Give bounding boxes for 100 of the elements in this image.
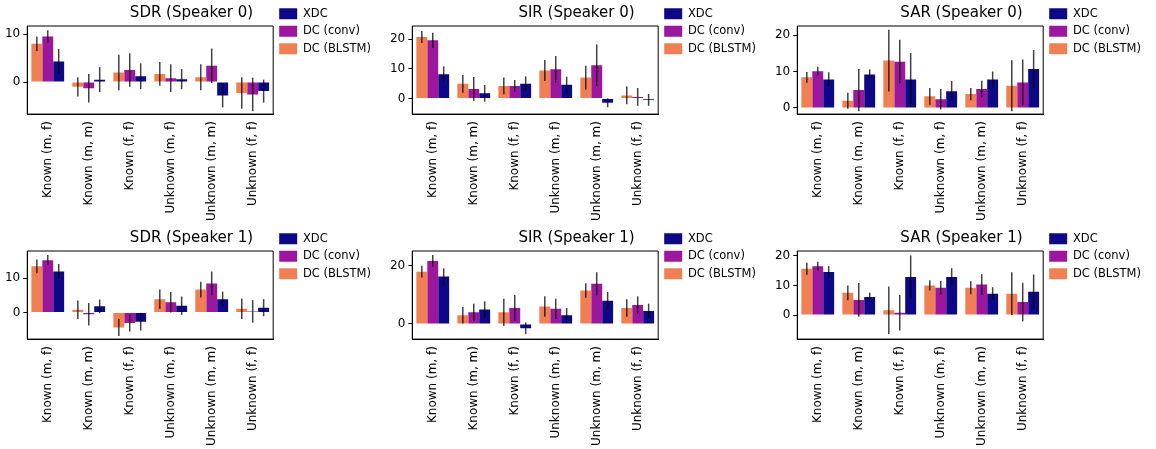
bar	[801, 268, 813, 315]
bar	[561, 84, 573, 98]
legend-label: DC (conv)	[687, 23, 745, 38]
bar	[509, 308, 521, 324]
x-tick-label: Unknown (m, f)	[547, 121, 562, 214]
y-tick-label: 10	[774, 277, 791, 292]
x-tick-label: Unknown (f, f)	[244, 121, 259, 207]
bar	[905, 277, 917, 315]
bar	[801, 77, 813, 108]
bar	[94, 306, 106, 312]
x-tick-label: Unknown (m, f)	[162, 346, 177, 439]
bar	[176, 79, 188, 82]
x-tick-label: Unknown (m, m)	[203, 346, 218, 446]
x-tick-label: Known (f, f)	[121, 346, 136, 416]
bar	[976, 284, 988, 315]
bar	[864, 74, 876, 108]
bar	[53, 271, 65, 312]
x-tick-label: Known (m, f)	[424, 121, 439, 199]
y-tick-label: 10	[774, 63, 791, 78]
legend-label: XDC	[1072, 230, 1098, 245]
bar	[135, 76, 147, 82]
x-tick-label: Known (f, f)	[891, 121, 906, 191]
x-tick-label: Unknown (m, m)	[973, 346, 988, 446]
bar	[165, 302, 177, 312]
bar	[31, 43, 43, 82]
bar	[812, 71, 824, 108]
chart-title: SAR (Speaker 1)	[900, 227, 1023, 246]
bar	[427, 260, 439, 324]
x-tick-label: Known (m, m)	[80, 121, 95, 206]
x-tick-label: Known (f, f)	[506, 346, 521, 416]
y-tick-label: 10	[4, 26, 21, 41]
x-tick-label: Unknown (m, f)	[547, 346, 562, 439]
chart-title: SIR (Speaker 1)	[518, 227, 635, 246]
legend-label: DC (conv)	[302, 248, 360, 263]
bar	[1028, 68, 1040, 108]
legend-label: XDC	[687, 5, 713, 20]
x-tick-label: Known (m, f)	[39, 121, 54, 199]
x-tick-label: Unknown (m, m)	[973, 121, 988, 221]
y-tick-label: 20	[389, 31, 406, 46]
chart-title: SDR (Speaker 0)	[129, 2, 254, 21]
bar	[823, 79, 835, 108]
y-tick-label: 0	[782, 307, 791, 322]
y-tick-label: 20	[389, 257, 406, 272]
bar	[864, 296, 876, 315]
bar	[812, 266, 824, 315]
x-tick-label: Unknown (f, f)	[244, 346, 259, 432]
bar	[946, 277, 958, 315]
bar	[31, 266, 43, 312]
legend-label: DC (BLSTM)	[302, 40, 372, 55]
x-tick-label: Known (m, m)	[465, 121, 480, 206]
x-tick-label: Known (m, m)	[80, 346, 95, 431]
x-tick-label: Unknown (m, f)	[162, 121, 177, 214]
x-tick-label: Unknown (f, f)	[629, 121, 644, 207]
x-tick-label: Unknown (m, m)	[588, 121, 603, 221]
bar	[165, 78, 177, 82]
chart-title: SIR (Speaker 0)	[518, 2, 635, 21]
bar	[965, 94, 977, 108]
bar	[965, 287, 977, 315]
legend-label: DC (BLSTM)	[687, 40, 757, 55]
bar	[632, 305, 644, 324]
x-tick-label: Unknown (m, f)	[932, 346, 947, 439]
legend-label: DC (BLSTM)	[687, 265, 757, 280]
bar	[1028, 291, 1040, 315]
bar	[438, 276, 450, 324]
legend-label: DC (conv)	[1072, 248, 1130, 263]
bar	[591, 65, 603, 98]
y-tick-label: 20	[774, 247, 791, 262]
bar	[42, 36, 54, 82]
bar	[842, 292, 854, 315]
x-tick-label: Known (m, m)	[850, 121, 865, 206]
bar	[935, 287, 947, 315]
legend-label: XDC	[302, 5, 328, 20]
bar	[509, 85, 521, 98]
x-tick-label: Known (f, f)	[121, 121, 136, 191]
x-tick-label: Known (m, f)	[39, 346, 54, 424]
bar	[580, 290, 592, 324]
y-tick-label: 0	[12, 74, 21, 89]
legend-label: DC (conv)	[302, 23, 360, 38]
bar	[416, 271, 428, 324]
x-tick-label: Known (f, f)	[506, 121, 521, 191]
y-tick-label: 0	[782, 100, 791, 115]
y-tick-label: 0	[12, 304, 21, 319]
legend-label: DC (BLSTM)	[1072, 265, 1142, 280]
y-tick-label: 0	[397, 316, 406, 331]
x-tick-label: Known (m, f)	[424, 346, 439, 424]
bar	[427, 40, 439, 98]
bar	[416, 36, 428, 98]
bar	[823, 272, 835, 315]
bar	[195, 289, 207, 312]
x-tick-label: Unknown (m, m)	[588, 346, 603, 446]
chart-title: SDR (Speaker 1)	[129, 227, 254, 246]
bar	[1017, 82, 1029, 108]
bar	[643, 310, 655, 324]
x-tick-label: Unknown (f, f)	[1014, 121, 1029, 207]
bar	[206, 65, 218, 82]
bar	[539, 70, 551, 98]
bar	[124, 312, 136, 324]
legend-label: DC (conv)	[1072, 23, 1130, 38]
bar	[550, 308, 562, 324]
x-tick-label: Unknown (m, m)	[203, 121, 218, 221]
